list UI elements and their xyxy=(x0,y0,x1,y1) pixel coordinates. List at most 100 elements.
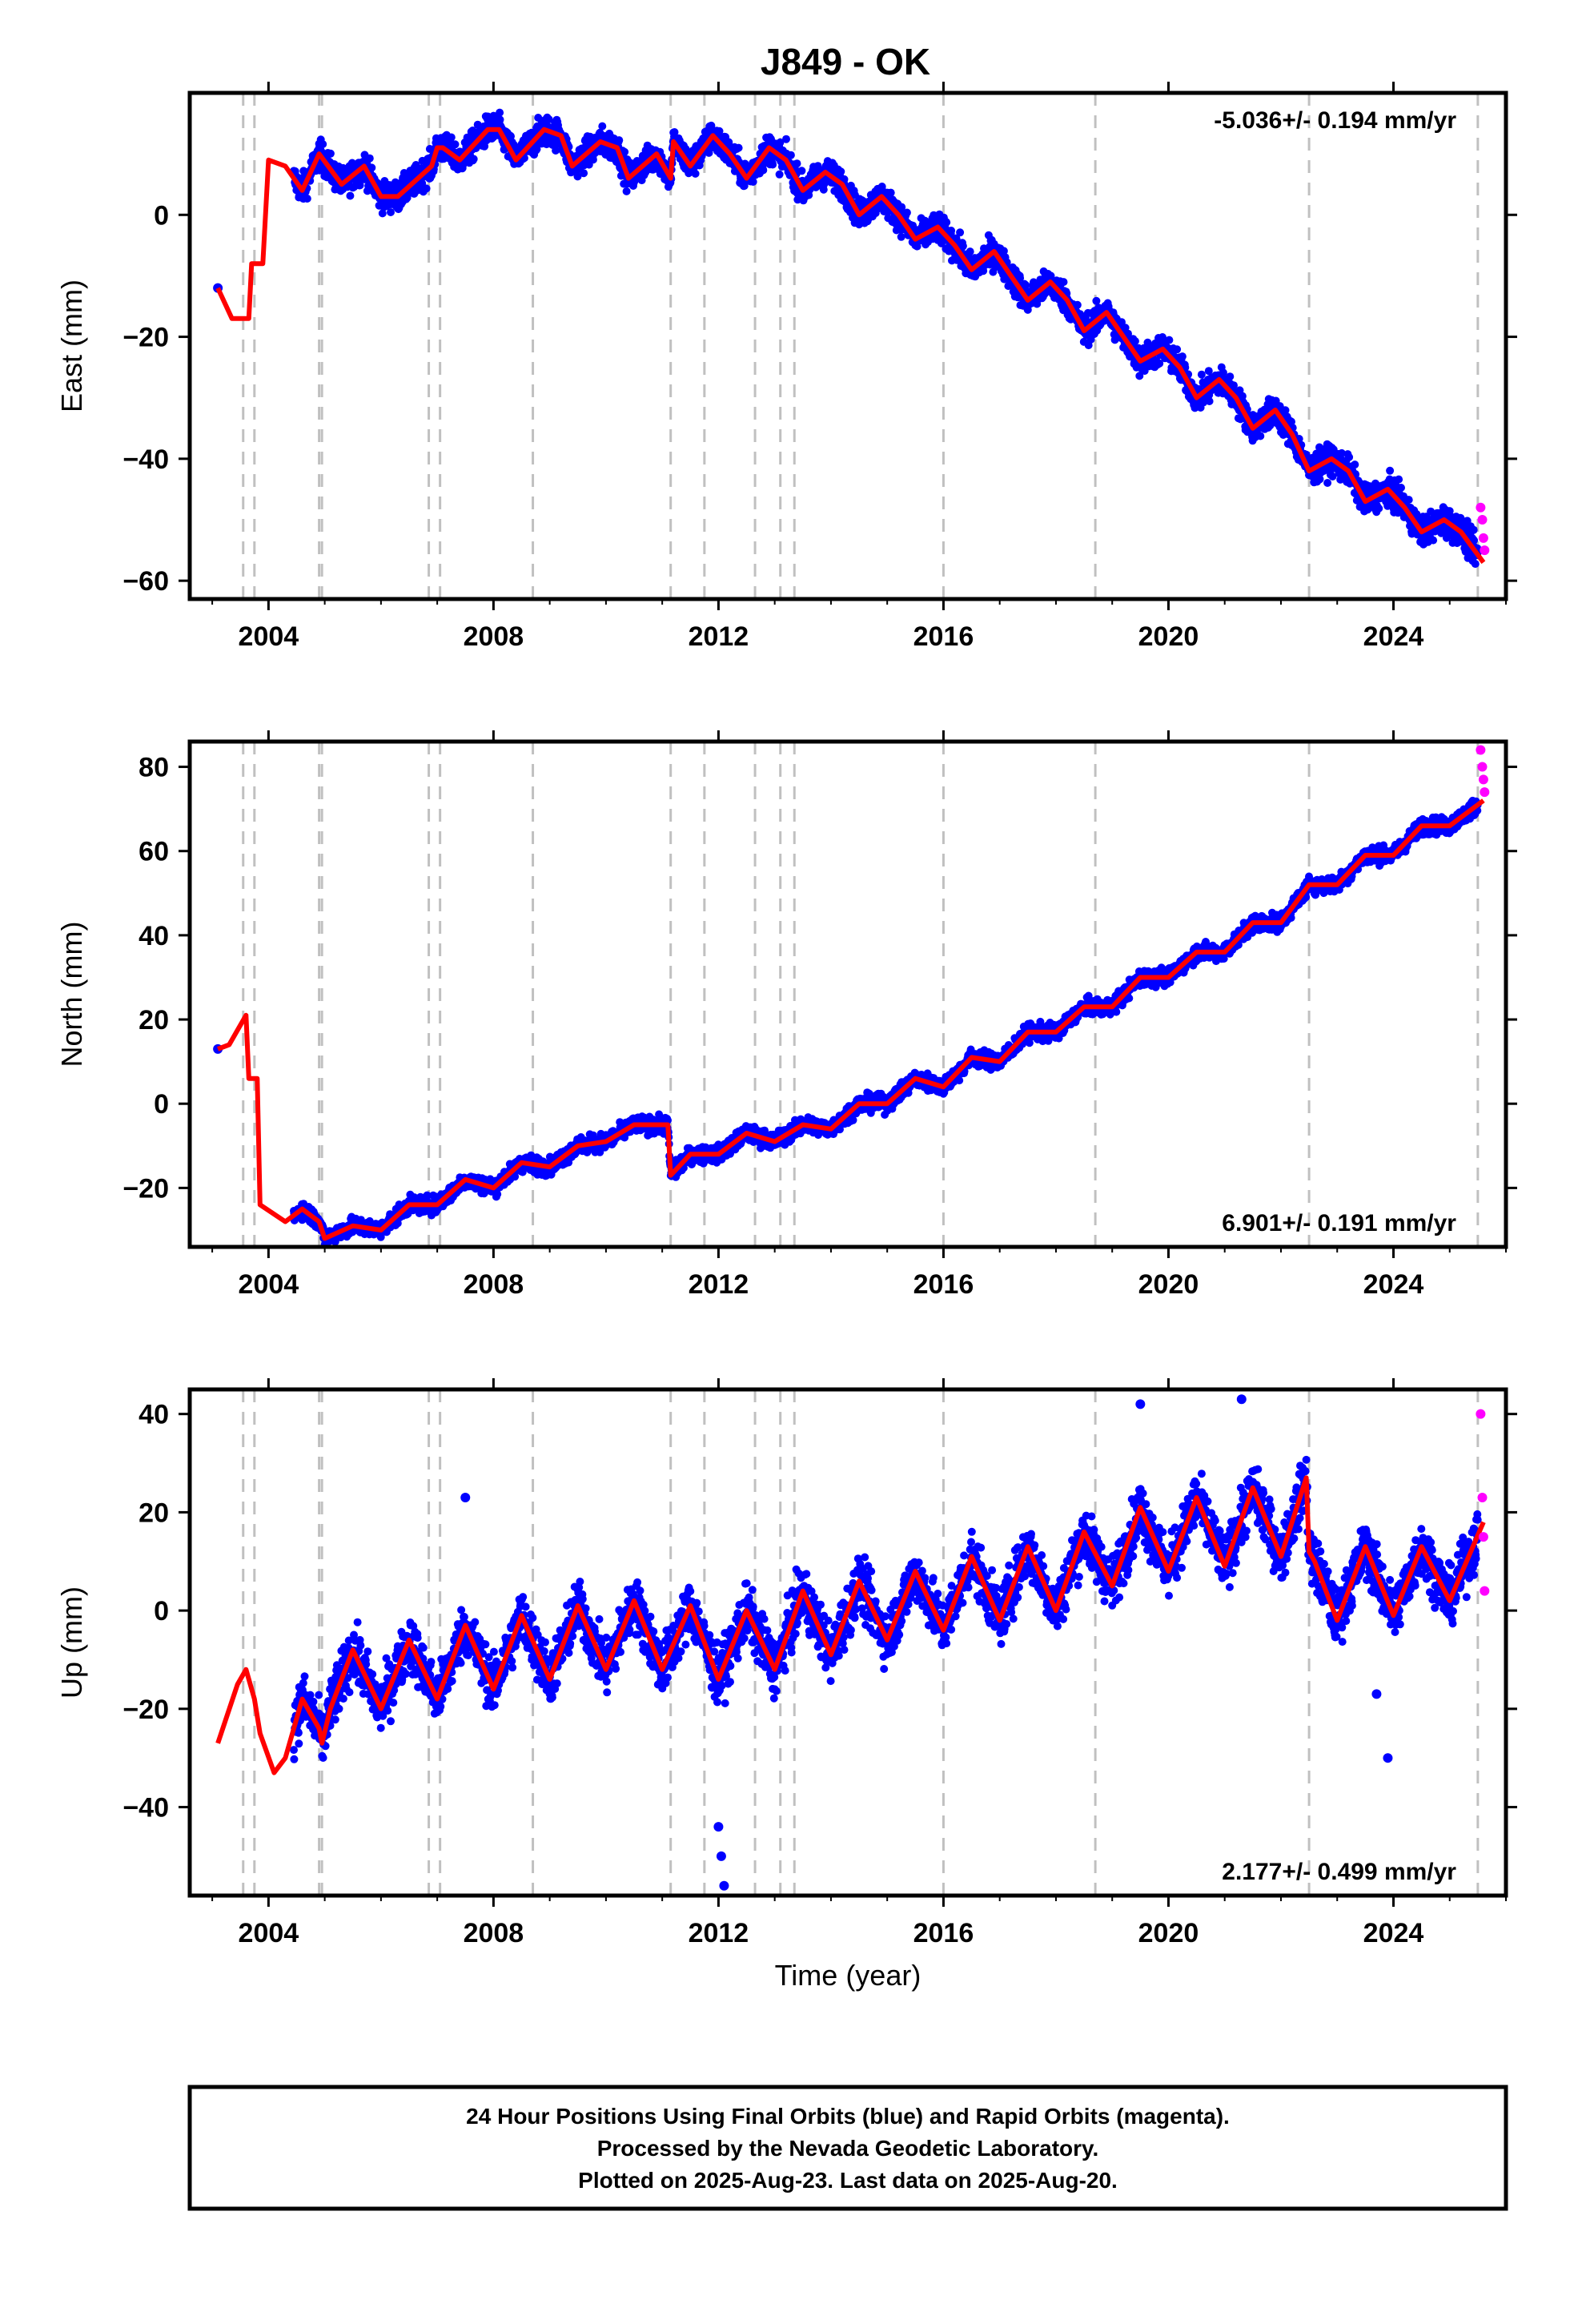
rapid-point xyxy=(1478,533,1488,543)
rapid-point xyxy=(1476,502,1486,513)
final-point xyxy=(897,232,905,241)
final-point xyxy=(1281,406,1290,415)
plot-frame xyxy=(187,90,1508,601)
final-point xyxy=(422,184,431,193)
final-point xyxy=(1469,525,1478,534)
final-point xyxy=(749,178,757,186)
final-point xyxy=(496,108,504,117)
final-point xyxy=(734,143,743,152)
final-point xyxy=(769,160,777,169)
x-tick-label: 2016 xyxy=(913,621,974,652)
final-point xyxy=(620,147,629,156)
final-point xyxy=(786,151,795,159)
final-point xyxy=(387,208,395,216)
final-point xyxy=(598,122,607,131)
final-point xyxy=(346,191,355,200)
final-point xyxy=(355,181,364,190)
final-point xyxy=(958,242,967,251)
final-point xyxy=(902,208,911,217)
final-point xyxy=(956,228,965,237)
final-point xyxy=(1328,472,1337,480)
final-point xyxy=(1429,536,1438,545)
final-point xyxy=(886,188,895,197)
final-point xyxy=(1092,296,1101,305)
plot-area-east xyxy=(213,93,1490,599)
final-point xyxy=(1023,305,1032,314)
final-point xyxy=(365,154,374,163)
final-point xyxy=(947,227,956,235)
y-tick-label: −40 xyxy=(122,444,169,475)
final-point xyxy=(1016,274,1025,283)
model-line xyxy=(215,127,1486,565)
final-point xyxy=(469,155,478,163)
final-point xyxy=(1471,560,1480,569)
final-point xyxy=(544,115,553,124)
final-point xyxy=(532,145,541,154)
final-point xyxy=(303,195,311,203)
final-point xyxy=(319,140,327,148)
x-tick-label: 2020 xyxy=(1138,621,1199,652)
final-point xyxy=(1178,352,1186,361)
final-point xyxy=(1287,417,1295,426)
final-point xyxy=(367,163,376,172)
final-point xyxy=(1059,278,1068,287)
y-tick-label: 0 xyxy=(154,200,169,231)
final-point xyxy=(1323,479,1332,487)
final-point xyxy=(1315,475,1324,484)
y-axis-label: East (mm) xyxy=(55,279,88,412)
final-point xyxy=(1397,484,1405,492)
final-point xyxy=(1158,333,1166,341)
final-point xyxy=(1130,337,1139,345)
x-tick-label: 2012 xyxy=(689,621,749,652)
final-point xyxy=(1022,281,1030,290)
final-point xyxy=(942,218,951,227)
final-point xyxy=(691,169,700,178)
final-point xyxy=(776,138,785,147)
final-point xyxy=(552,147,560,155)
final-point xyxy=(615,136,624,145)
final-point xyxy=(1197,370,1206,379)
y-tick-label: −60 xyxy=(122,566,169,597)
final-point xyxy=(1351,460,1359,469)
final-point xyxy=(1165,336,1174,344)
final-point xyxy=(378,209,387,218)
final-point xyxy=(1275,402,1284,411)
final-point xyxy=(1135,372,1144,380)
final-point xyxy=(797,167,806,175)
final-point xyxy=(447,133,456,142)
final-point xyxy=(496,115,504,124)
final-point xyxy=(451,140,460,149)
final-point xyxy=(1375,504,1383,513)
rate-annotation: -5.036+/- 0.194 mm/yr xyxy=(1214,107,1456,134)
final-point xyxy=(1337,448,1346,457)
final-point xyxy=(1470,536,1479,545)
final-point xyxy=(759,166,768,175)
final-point xyxy=(423,1191,432,1200)
rapid-point xyxy=(1480,545,1490,556)
final-point xyxy=(782,135,790,143)
panel-north: 2004 2008 2012 2016 2020 2024806040200−20Nort… xyxy=(55,730,1517,1300)
final-point xyxy=(1219,368,1227,377)
x-tick-label: 2008 xyxy=(464,621,524,652)
final-point xyxy=(1173,345,1182,354)
final-point xyxy=(1445,507,1454,516)
x-tick-label: 2004 xyxy=(239,621,299,652)
final-point xyxy=(573,172,582,181)
final-point xyxy=(1238,392,1247,400)
final-point xyxy=(580,169,588,178)
final-point xyxy=(1345,452,1354,461)
final-point xyxy=(1118,318,1126,327)
final-point xyxy=(588,155,597,164)
final-point xyxy=(1395,475,1403,484)
final-point xyxy=(326,149,335,158)
y-tick-label: −20 xyxy=(122,323,169,353)
rapid-point xyxy=(1477,515,1488,525)
final-point xyxy=(1256,432,1265,440)
final-point xyxy=(1230,381,1238,390)
final-point xyxy=(1155,359,1164,368)
final-point xyxy=(1404,496,1413,505)
